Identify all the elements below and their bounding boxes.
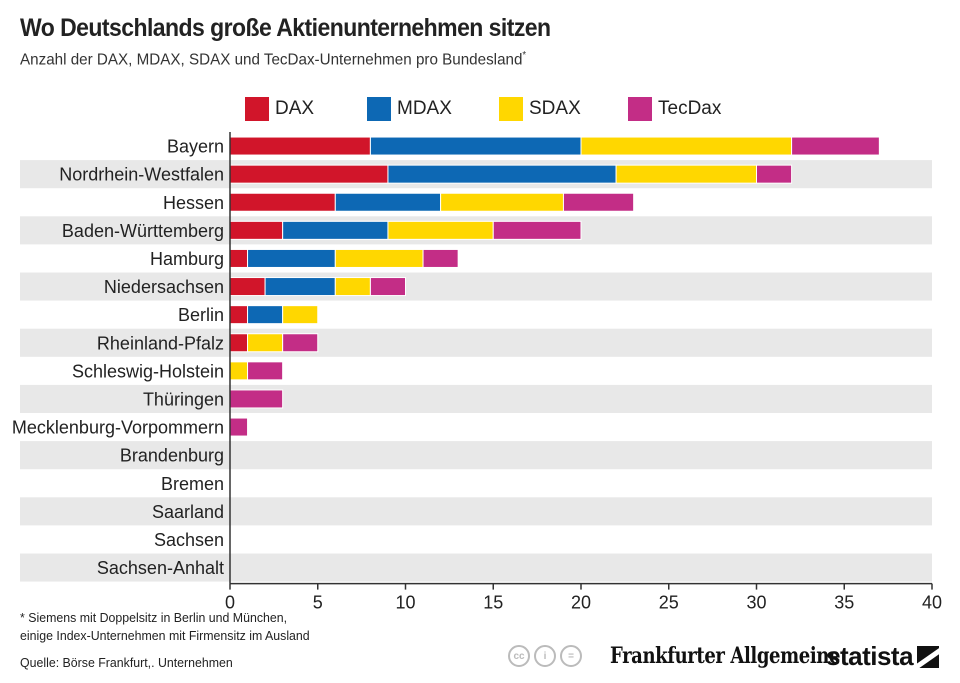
bar-sdax-schleswig-holstein — [229, 361, 249, 381]
subtitle-footnote-marker: * — [522, 50, 527, 61]
category-label: Hamburg — [150, 249, 224, 269]
chart-title: Wo Deutschlands große Aktienunternehmen … — [20, 14, 551, 42]
chart-legend: DAX MDAX SDAX TecDax — [0, 96, 960, 122]
category-label: Schleswig-Holstein — [72, 361, 224, 381]
bar-sdax-bayern — [580, 136, 793, 156]
bar-dax-rheinland-pfalz — [229, 333, 249, 353]
footnote-line-2: einige Index-Unternehmen mit Firmensitz … — [20, 628, 310, 643]
bar-mdax-niedersachsen — [264, 277, 336, 297]
equals-icon: = — [560, 645, 582, 667]
x-tick-label: 40 — [922, 593, 942, 613]
bar-dax-hessen — [229, 192, 336, 212]
category-label: Baden-Württemberg — [62, 221, 224, 241]
category-label: Mecklenburg-Vorpommern — [12, 418, 224, 438]
bar-dax-baden-württemberg — [229, 220, 284, 240]
bar-sdax-rheinland-pfalz — [247, 333, 284, 353]
bar-tecdax-nordrhein-westfalen — [756, 164, 793, 184]
legend-label-sdax: SDAX — [529, 98, 581, 119]
category-label: Nordrhein-Westfalen — [59, 165, 224, 185]
statista-wordmark: statista — [826, 641, 914, 671]
x-tick-label: 35 — [834, 593, 854, 613]
row-stripe — [20, 328, 932, 357]
bar-dax-bayern — [229, 136, 371, 156]
category-label: Brandenburg — [120, 446, 224, 466]
statista-mark-icon — [917, 645, 940, 668]
bar-mdax-hessen — [334, 192, 442, 212]
bar-tecdax-mecklenburg-vorpommern — [229, 417, 249, 437]
bar-tecdax-schleswig-holstein — [247, 361, 284, 381]
x-tick-label: 5 — [313, 593, 323, 613]
publisher-logo: Frankfurter Allgemeine — [610, 643, 841, 669]
license-icons: cc i = — [508, 645, 582, 667]
bar-tecdax-hessen — [562, 192, 635, 212]
bar-sdax-nordrhein-westfalen — [615, 164, 757, 184]
category-label: Hessen — [163, 193, 224, 213]
bar-tecdax-bayern — [791, 136, 880, 156]
x-tick-label: 20 — [571, 593, 591, 613]
x-tick-label: 10 — [395, 593, 415, 613]
x-tick-label: 15 — [483, 593, 503, 613]
category-label: Thüringen — [143, 389, 224, 409]
x-tick-label: 30 — [746, 593, 766, 613]
bar-mdax-bayern — [369, 136, 582, 156]
category-label: Bayern — [167, 137, 224, 157]
bar-mdax-berlin — [247, 305, 284, 325]
person-icon: i — [534, 645, 556, 667]
row-stripe — [20, 441, 932, 470]
legend-item-sdax: SDAX — [499, 96, 581, 122]
statista-logo: statista — [826, 641, 940, 672]
x-tick-label: 25 — [659, 593, 679, 613]
bar-dax-hamburg — [229, 248, 249, 268]
bar-tecdax-thüringen — [229, 389, 284, 409]
row-stripe — [20, 553, 932, 582]
category-label: Niedersachsen — [104, 277, 224, 297]
bar-tecdax-rheinland-pfalz — [282, 333, 319, 353]
bar-tecdax-baden-württemberg — [492, 220, 582, 240]
bar-sdax-berlin — [282, 305, 319, 325]
category-label: Sachsen-Anhalt — [97, 558, 224, 578]
legend-label-mdax: MDAX — [397, 98, 452, 119]
bar-mdax-nordrhein-westfalen — [387, 164, 617, 184]
bar-tecdax-niedersachsen — [369, 277, 406, 297]
bar-mdax-baden-württemberg — [282, 220, 389, 240]
legend-item-tecdax: TecDax — [628, 96, 721, 122]
category-label: Sachsen — [154, 530, 224, 550]
chart-subtitle: Anzahl der DAX, MDAX, SDAX und TecDax-Un… — [20, 50, 526, 69]
bar-dax-niedersachsen — [229, 277, 266, 297]
legend-swatch-sdax — [499, 97, 523, 121]
legend-swatch-mdax — [367, 97, 391, 121]
row-stripe — [20, 497, 932, 526]
x-tick-label: 0 — [225, 593, 235, 613]
row-stripe — [20, 272, 932, 301]
row-stripe — [20, 384, 932, 413]
bar-sdax-hessen — [440, 192, 564, 212]
bar-sdax-niedersachsen — [334, 277, 371, 297]
category-label: Saarland — [152, 502, 224, 522]
category-label: Berlin — [178, 305, 224, 325]
bar-tecdax-hamburg — [422, 248, 459, 268]
legend-swatch-dax — [245, 97, 269, 121]
legend-item-mdax: MDAX — [367, 96, 452, 122]
footnote-line-1: * Siemens mit Doppelsitz in Berlin und M… — [20, 610, 288, 625]
bar-sdax-baden-württemberg — [387, 220, 494, 240]
category-label: Rheinland-Pfalz — [97, 333, 224, 353]
source-note: Quelle: Börse Frankfurt,. Unternehmen — [20, 655, 233, 670]
legend-swatch-tecdax — [628, 97, 652, 121]
category-label: Bremen — [161, 474, 224, 494]
bar-mdax-hamburg — [247, 248, 336, 268]
cc-icon: cc — [508, 645, 530, 667]
legend-label-dax: DAX — [275, 98, 315, 119]
legend-item-dax: DAX — [245, 96, 314, 122]
legend-label-tecdax: TecDax — [658, 98, 722, 119]
bar-dax-berlin — [229, 305, 249, 325]
bar-sdax-hamburg — [334, 248, 424, 268]
bar-dax-nordrhein-westfalen — [229, 164, 389, 184]
subtitle-text: Anzahl der DAX, MDAX, SDAX und TecDax-Un… — [20, 51, 523, 69]
